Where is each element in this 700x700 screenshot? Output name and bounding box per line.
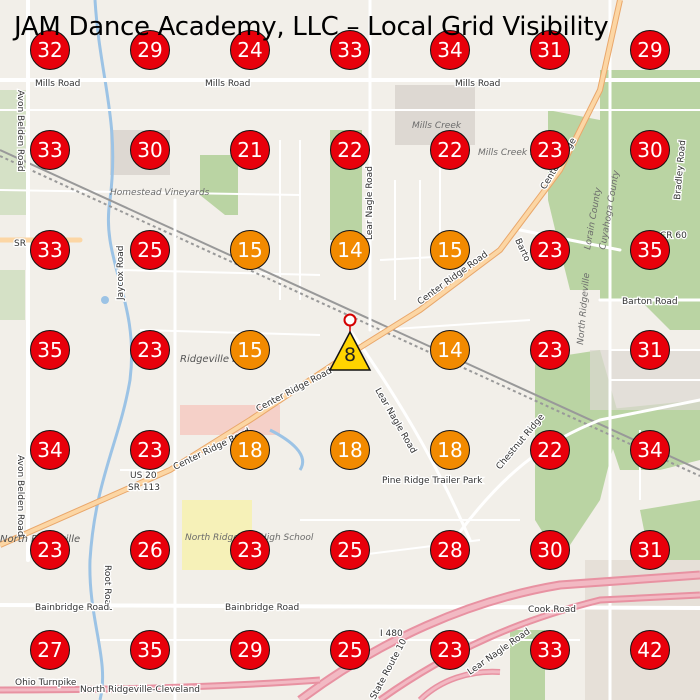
rank-marker[interactable]: 23	[130, 330, 170, 370]
rank-marker[interactable]: 29	[630, 30, 670, 70]
rank-marker[interactable]: 23	[30, 530, 70, 570]
label-homestead: Homestead Vineyards	[110, 188, 210, 198]
label-barton-road: Barton Road	[622, 297, 678, 307]
rank-marker[interactable]: 25	[330, 530, 370, 570]
rank-marker[interactable]: 34	[30, 430, 70, 470]
rank-marker[interactable]: 15	[230, 230, 270, 270]
rank-marker[interactable]: 23	[130, 430, 170, 470]
rank-marker[interactable]: 23	[530, 130, 570, 170]
label-mills-creek-east: Mills Creek East	[478, 148, 550, 158]
rank-marker[interactable]: 23	[530, 230, 570, 270]
label-bainbridge-2: Bainbridge Road	[225, 603, 299, 613]
label-mills-road-left: Mills Road	[35, 79, 80, 89]
label-bainbridge-1: Bainbridge Road	[35, 603, 109, 613]
rank-marker[interactable]: 29	[130, 30, 170, 70]
rank-marker[interactable]: 18	[430, 430, 470, 470]
label-mills-road-right: Mills Road	[455, 79, 500, 89]
rank-marker[interactable]: 35	[130, 630, 170, 670]
rank-marker[interactable]: 33	[30, 230, 70, 270]
rank-marker[interactable]: 22	[430, 130, 470, 170]
map-title: JAM Dance Academy, LLC – Local Grid Visi…	[14, 12, 609, 42]
rank-marker[interactable]: 26	[130, 530, 170, 570]
label-root-road: Root Road	[102, 565, 112, 611]
rank-marker[interactable]: 34	[430, 30, 470, 70]
rank-marker[interactable]: 15	[430, 230, 470, 270]
rank-marker[interactable]: 35	[630, 230, 670, 270]
business-pin-icon	[328, 313, 372, 371]
label-mills-road-center: Mills Road	[205, 79, 250, 89]
rank-marker[interactable]: 42	[630, 630, 670, 670]
rank-marker[interactable]: 33	[530, 630, 570, 670]
label-nr-cleveland: North Ridgeville-Cleveland	[80, 685, 200, 695]
label-i480: I 480	[380, 629, 403, 639]
rank-marker[interactable]: 32	[30, 30, 70, 70]
label-jaycox: Jaycox Road	[116, 246, 126, 301]
rank-marker[interactable]: 15	[230, 330, 270, 370]
rank-marker[interactable]: 23	[430, 630, 470, 670]
label-sr113: SR 113	[128, 483, 160, 493]
label-mills-creek: Mills Creek	[412, 121, 462, 131]
pond	[101, 296, 109, 304]
rank-marker[interactable]: 34	[630, 430, 670, 470]
label-avon-belden-2: Avon Belden Road	[15, 455, 25, 537]
label-cook-road: Cook Road	[528, 605, 576, 615]
rank-marker[interactable]: 28	[430, 530, 470, 570]
interstate	[0, 570, 700, 700]
rank-marker[interactable]: 29	[230, 630, 270, 670]
rank-marker[interactable]: 23	[530, 330, 570, 370]
rank-marker[interactable]: 35	[30, 330, 70, 370]
rank-marker[interactable]: 18	[330, 430, 370, 470]
rank-marker[interactable]: 30	[530, 530, 570, 570]
rank-marker[interactable]: 14	[430, 330, 470, 370]
label-ohio-turnpike: Ohio Turnpike	[15, 678, 77, 688]
business-location-marker[interactable]: 8	[326, 312, 374, 374]
rank-marker[interactable]: 30	[630, 130, 670, 170]
rank-marker[interactable]: 23	[230, 530, 270, 570]
label-sr-left: SR	[14, 239, 26, 249]
center-rank-value: 8	[343, 344, 357, 366]
rank-marker[interactable]: 24	[230, 30, 270, 70]
rank-marker[interactable]: 33	[330, 30, 370, 70]
label-us20: US 20	[130, 471, 157, 481]
rank-marker[interactable]: 18	[230, 430, 270, 470]
label-avon-belden-1: Avon Belden Road	[15, 90, 25, 172]
rank-marker[interactable]: 25	[330, 630, 370, 670]
label-lear-nagle-north: Lear Nagle Road	[365, 166, 375, 240]
creek	[88, 0, 305, 700]
rank-marker[interactable]: 14	[330, 230, 370, 270]
rank-marker[interactable]: 21	[230, 130, 270, 170]
rank-marker[interactable]: 25	[130, 230, 170, 270]
label-ridgeville-park: Ridgeville Park	[180, 354, 255, 365]
rank-marker[interactable]: 31	[630, 530, 670, 570]
rank-marker[interactable]: 33	[30, 130, 70, 170]
rank-marker[interactable]: 30	[130, 130, 170, 170]
rank-marker[interactable]: 27	[30, 630, 70, 670]
rank-marker[interactable]: 31	[530, 30, 570, 70]
label-pine-ridge: Pine Ridge Trailer Park	[382, 476, 483, 486]
rank-marker[interactable]: 22	[330, 130, 370, 170]
rank-marker[interactable]: 31	[630, 330, 670, 370]
rank-marker[interactable]: 22	[530, 430, 570, 470]
